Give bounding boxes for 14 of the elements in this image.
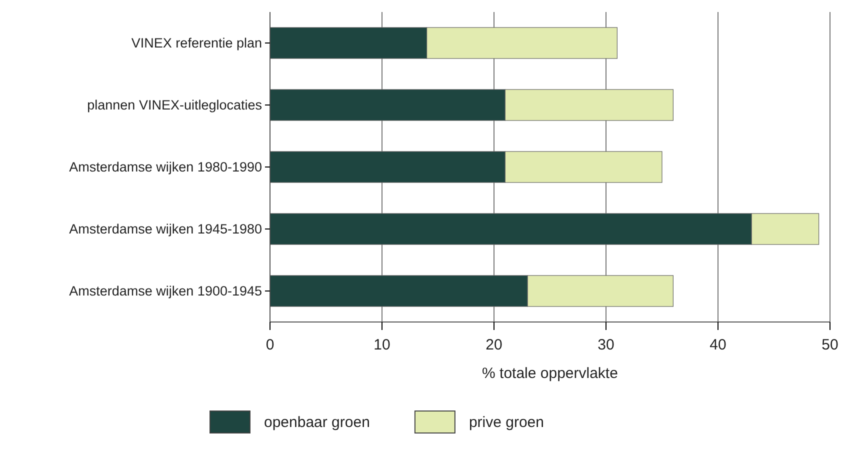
x-tick-label: 40: [710, 336, 726, 354]
y-tick-label: Amsterdamse wijken 1980-1990: [69, 159, 262, 174]
x-tick-label: 50: [822, 336, 838, 354]
y-tick-label: plannen VINEX-uitleglocaties: [87, 97, 262, 112]
y-tick-label: Amsterdamse wijken 1945-1980: [69, 221, 262, 236]
legend-label: prive groen: [468, 414, 544, 431]
x-axis-title: % totale oppervlakte: [482, 365, 618, 382]
x-tick-label: 20: [486, 336, 502, 354]
y-tick-label: Amsterdamse wijken 1900-1945: [69, 283, 262, 298]
x-tick-label: 0: [266, 336, 274, 354]
legend-label: openbaar groen: [264, 414, 370, 431]
y-tick-label: VINEX referentie plan: [131, 35, 262, 50]
x-tick-label: 10: [374, 336, 390, 354]
x-tick-label: 30: [598, 336, 614, 354]
